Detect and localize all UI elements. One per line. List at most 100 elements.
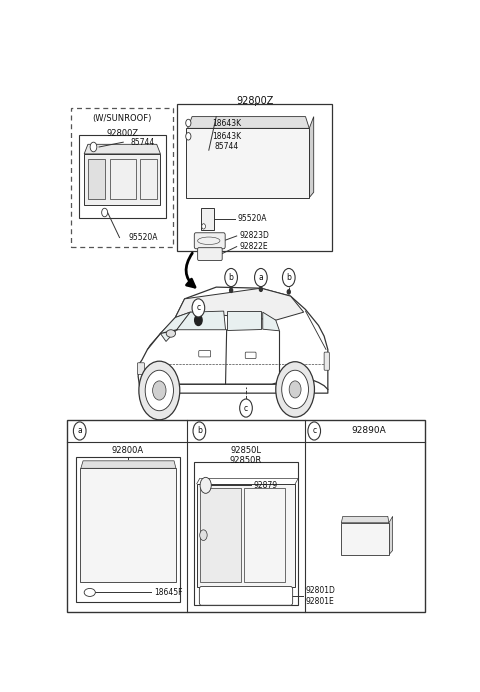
Text: 92801E: 92801E: [306, 597, 335, 606]
Polygon shape: [177, 311, 226, 330]
Bar: [110, 159, 136, 199]
Text: 92822E: 92822E: [240, 242, 268, 251]
Text: b: b: [197, 426, 202, 435]
Circle shape: [240, 399, 252, 417]
Polygon shape: [160, 312, 190, 341]
Text: a: a: [77, 426, 82, 435]
Polygon shape: [309, 117, 314, 198]
Text: 18643K: 18643K: [213, 131, 241, 141]
Text: 18643K: 18643K: [213, 118, 241, 127]
Circle shape: [153, 381, 166, 400]
Bar: [88, 159, 105, 199]
Polygon shape: [188, 117, 309, 128]
FancyBboxPatch shape: [324, 352, 329, 370]
Circle shape: [193, 422, 205, 440]
Bar: [190, 133, 212, 193]
Circle shape: [202, 224, 205, 229]
Circle shape: [282, 268, 295, 286]
Circle shape: [276, 362, 314, 417]
Circle shape: [90, 142, 97, 152]
Text: c: c: [312, 426, 316, 435]
Bar: [177, 104, 332, 251]
Bar: [80, 468, 176, 582]
Bar: [76, 457, 180, 602]
Text: 92879: 92879: [253, 481, 277, 490]
Text: 95520A: 95520A: [129, 233, 158, 242]
Text: b: b: [228, 273, 234, 282]
Text: 92850L: 92850L: [230, 446, 262, 455]
Circle shape: [254, 268, 267, 286]
Circle shape: [308, 422, 321, 440]
Polygon shape: [175, 288, 304, 320]
Text: 85744: 85744: [131, 138, 155, 147]
Bar: [344, 526, 362, 552]
Bar: [190, 136, 211, 168]
Text: 92850R: 92850R: [230, 456, 262, 465]
FancyBboxPatch shape: [245, 352, 256, 358]
Bar: [67, 420, 424, 612]
Ellipse shape: [84, 588, 96, 597]
Polygon shape: [389, 516, 393, 555]
Bar: [140, 159, 157, 199]
Circle shape: [259, 287, 263, 291]
Bar: [79, 135, 166, 218]
Text: 95520A: 95520A: [238, 215, 267, 224]
Circle shape: [186, 119, 191, 127]
Bar: [244, 488, 286, 582]
Polygon shape: [84, 145, 160, 154]
Bar: [194, 462, 298, 606]
Polygon shape: [263, 312, 279, 331]
Bar: [117, 471, 153, 579]
Circle shape: [195, 315, 202, 325]
Polygon shape: [140, 379, 328, 393]
Bar: [71, 107, 173, 247]
Text: 92800Z: 92800Z: [237, 96, 274, 106]
Bar: [252, 133, 281, 193]
Text: c: c: [196, 303, 201, 312]
Bar: [200, 488, 241, 582]
FancyBboxPatch shape: [199, 587, 293, 606]
Text: c: c: [244, 403, 248, 412]
Bar: [216, 133, 249, 193]
Text: 92800A: 92800A: [112, 446, 144, 455]
FancyBboxPatch shape: [198, 248, 222, 260]
Bar: [84, 154, 160, 205]
Text: 92800Z: 92800Z: [106, 129, 138, 138]
Bar: [365, 526, 383, 552]
Bar: [201, 492, 211, 497]
Polygon shape: [81, 461, 176, 468]
Text: 92801D: 92801D: [306, 586, 336, 595]
Text: a: a: [259, 273, 263, 282]
Circle shape: [289, 381, 301, 398]
Circle shape: [73, 422, 86, 440]
Circle shape: [229, 288, 233, 293]
Circle shape: [192, 299, 204, 317]
Polygon shape: [341, 516, 389, 522]
Circle shape: [186, 133, 191, 140]
Text: 18645F: 18645F: [154, 588, 183, 597]
Circle shape: [282, 370, 309, 408]
Circle shape: [288, 290, 290, 294]
Polygon shape: [228, 311, 261, 330]
Bar: [83, 471, 115, 579]
Text: 92890A: 92890A: [351, 426, 386, 435]
Circle shape: [102, 208, 108, 217]
Text: 85744: 85744: [215, 143, 239, 152]
FancyBboxPatch shape: [137, 363, 144, 374]
Circle shape: [225, 268, 238, 286]
Text: (W/SUNROOF): (W/SUNROOF): [93, 113, 152, 122]
Ellipse shape: [166, 330, 176, 337]
Bar: [341, 522, 389, 555]
Bar: [284, 133, 305, 193]
FancyBboxPatch shape: [194, 233, 225, 248]
Bar: [202, 208, 215, 230]
Text: 92823D: 92823D: [240, 231, 269, 240]
Circle shape: [200, 477, 211, 493]
Circle shape: [200, 530, 207, 540]
Circle shape: [145, 370, 173, 411]
Text: b: b: [287, 273, 291, 282]
Bar: [186, 128, 309, 198]
FancyBboxPatch shape: [199, 351, 211, 357]
Polygon shape: [138, 287, 328, 390]
Bar: [197, 484, 295, 587]
